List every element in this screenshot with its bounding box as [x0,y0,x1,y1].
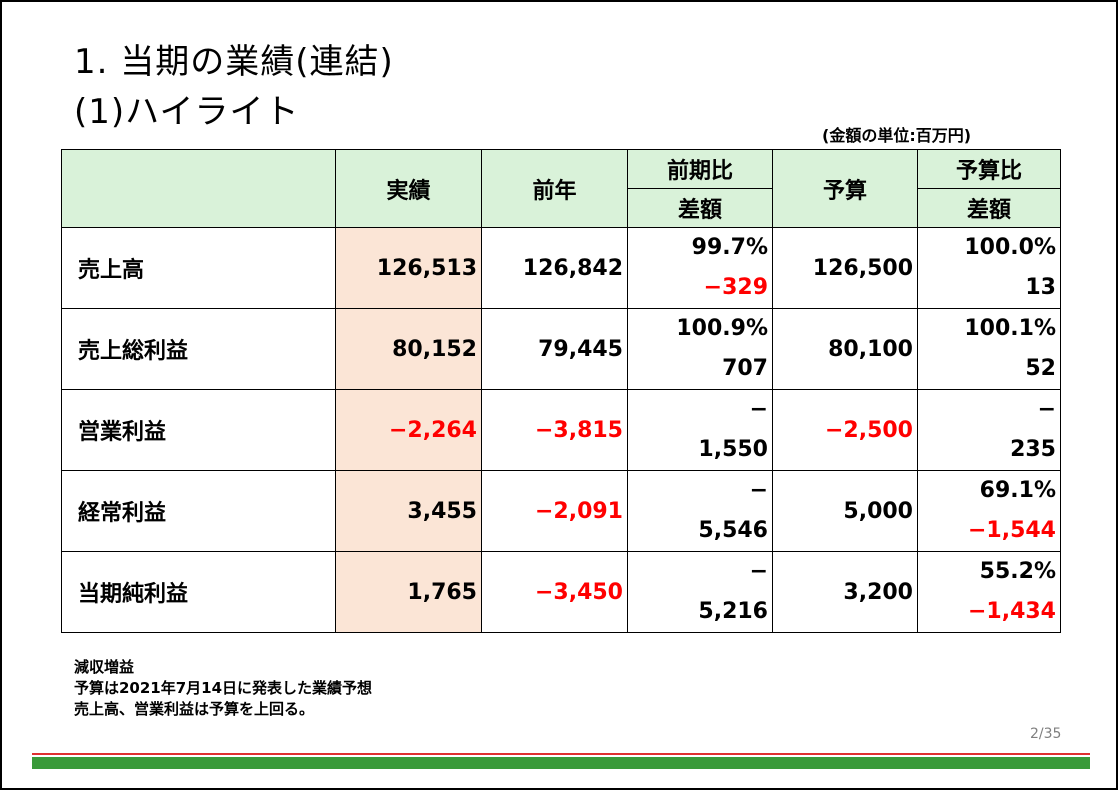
vs-budget-diff: 235 [1010,437,1056,462]
page-number: 2/35 [1030,726,1062,742]
header-prev: 前年 [481,149,628,228]
yoy-cell: 100.9% 707 [627,308,773,390]
vs-budget-diff: 52 [1025,356,1056,381]
vs-budget-cell: 55.2% −1,434 [917,551,1061,633]
header-actual: 実績 [335,149,482,228]
vs-budget-diff: −1,544 [967,518,1056,543]
row-label: 経常利益 [61,470,336,552]
yoy-diff: 707 [722,356,768,381]
vs-budget-cell: 100.0% 13 [917,227,1061,309]
actual-value: 126,513 [335,227,482,309]
yoy-cell: − 5,216 [627,551,773,633]
header-yoy-diff: 差額 [627,188,773,228]
budget-value: −2,500 [772,389,918,471]
vs-budget-pct: 100.1% [964,316,1056,341]
table-row: 売上総利益 80,152 79,445 100.9% 707 80,100 10… [61,308,1061,390]
yoy-pct: 99.7% [691,235,768,260]
actual-value: 80,152 [335,308,482,390]
yoy-cell: − 5,546 [627,470,773,552]
actual-value: 3,455 [335,470,482,552]
note-line: 売上高、営業利益は予算を上回る。 [74,700,315,718]
notes: 減収増益 予算は2021年7月14日に発表した業績予想 売上高、営業利益は予算を… [74,657,372,720]
header-yoy: 前期比 [627,149,773,189]
table-row: 当期純利益 1,765 −3,450 − 5,216 3,200 55.2% −… [61,551,1061,633]
vs-budget-diff: 13 [1025,275,1056,300]
yoy-pct: 100.9% [676,316,768,341]
vs-budget-pct: 69.1% [979,478,1056,503]
footer-green-bar [32,757,1090,769]
slide-subtitle: (1)ハイライト [74,92,300,132]
header-vs-budget-diff: 差額 [917,188,1061,228]
table-row: 営業利益 −2,264 −3,815 − 1,550 −2,500 − 235 [61,389,1061,471]
yoy-diff: 1,550 [698,437,768,462]
budget-value: 126,500 [772,227,918,309]
vs-budget-pct: 100.0% [964,235,1056,260]
unit-note: (金額の単位:百万円) [822,126,972,145]
yoy-pct: − [749,559,768,584]
table-row: 経常利益 3,455 −2,091 − 5,546 5,000 69.1% −1… [61,470,1061,552]
vs-budget-pct: 55.2% [979,559,1056,584]
note-line: 予算は2021年7月14日に発表した業績予想 [74,679,373,697]
row-label: 営業利益 [61,389,336,471]
yoy-pct: − [749,397,768,422]
header-budget: 予算 [772,149,918,228]
yoy-diff: 5,216 [698,599,768,624]
vs-budget-cell: − 235 [917,389,1061,471]
highlights-table: 実績 前年 前期比 予算 予算比 差額 差額 売上高 126,513 126,8… [61,149,1061,633]
yoy-diff: 5,546 [698,518,768,543]
vs-budget-pct: − [1037,397,1056,422]
header-row: 実績 前年 前期比 予算 予算比 [61,149,1061,228]
budget-value: 5,000 [772,470,918,552]
table-row: 売上高 126,513 126,842 99.7% −329 126,500 1… [61,227,1061,309]
prev-value: 126,842 [481,227,628,309]
yoy-cell: − 1,550 [627,389,773,471]
header-row-sub: 差額 差額 [62,188,1061,228]
prev-value: −3,815 [481,389,628,471]
prev-value: −2,091 [481,470,628,552]
row-label: 売上高 [61,227,336,309]
budget-value: 3,200 [772,551,918,633]
vs-budget-cell: 100.1% 52 [917,308,1061,390]
slide-title: 1. 当期の業績(連結) [74,42,394,82]
vs-budget-diff: −1,434 [967,599,1056,624]
row-label: 当期純利益 [61,551,336,633]
prev-value: 79,445 [481,308,628,390]
vs-budget-cell: 69.1% −1,544 [917,470,1061,552]
yoy-cell: 99.7% −329 [627,227,773,309]
yoy-pct: − [749,478,768,503]
row-label: 売上総利益 [61,308,336,390]
actual-value: −2,264 [335,389,482,471]
note-line: 減収増益 [74,658,135,676]
header-vs-budget: 予算比 [917,149,1061,189]
header-blank [61,149,336,228]
footer-red-line [32,753,1090,755]
actual-value: 1,765 [335,551,482,633]
yoy-diff: −329 [703,275,768,300]
prev-value: −3,450 [481,551,628,633]
budget-value: 80,100 [772,308,918,390]
